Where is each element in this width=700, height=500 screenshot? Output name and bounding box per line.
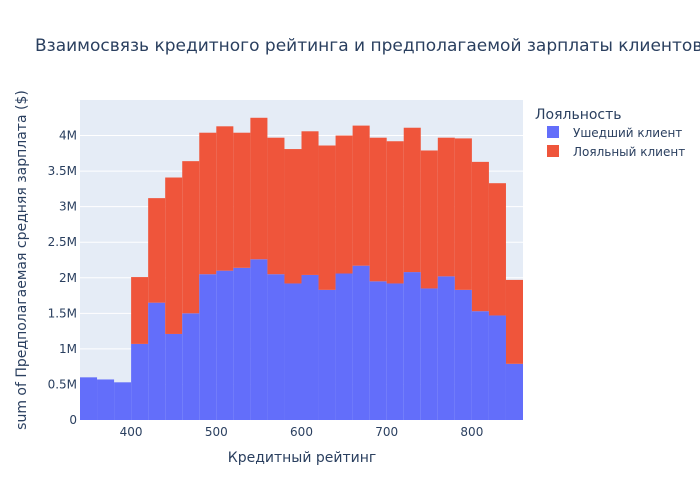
bar-loyal[interactable] (335, 135, 353, 274)
bar-churned[interactable] (182, 313, 200, 420)
bar-churned[interactable] (216, 270, 234, 420)
chart-title: Взаимосвязь кредитного рейтинга и предпо… (35, 36, 700, 56)
legend-swatch-loyal (547, 145, 559, 157)
bar-churned[interactable] (233, 267, 251, 420)
legend: Лояльность Ушедший клиент Лояльный клиен… (535, 107, 685, 159)
legend-item-churned[interactable]: Ушедший клиент (547, 126, 682, 140)
x-tick-label: 500 (205, 425, 228, 439)
bar-loyal[interactable] (488, 183, 506, 316)
bar-loyal[interactable] (131, 277, 149, 344)
bar-churned[interactable] (454, 289, 472, 420)
y-tick-label: 1M (59, 342, 77, 356)
bar-churned[interactable] (488, 315, 506, 420)
bar-churned[interactable] (471, 311, 489, 420)
legend-swatch-churned (547, 126, 559, 138)
x-tick-label: 700 (375, 425, 398, 439)
bar-churned[interactable] (97, 379, 115, 420)
bar-loyal[interactable] (437, 137, 455, 277)
legend-title: Лояльность (535, 107, 622, 123)
bar-loyal[interactable] (403, 127, 421, 273)
bar-churned[interactable] (386, 283, 404, 420)
bar-loyal[interactable] (454, 138, 472, 290)
bar-churned[interactable] (420, 288, 438, 420)
y-axis-title: sum of Предполагаемая средняя зарплата (… (14, 90, 30, 430)
legend-label-churned: Ушедший клиент (573, 126, 682, 140)
bar-churned[interactable] (114, 382, 132, 420)
bar-loyal[interactable] (182, 161, 200, 314)
bar-loyal[interactable] (386, 141, 404, 284)
bar-loyal[interactable] (148, 198, 166, 303)
x-axis-ticks: 400 500 600 700 800 (120, 425, 484, 439)
bars (80, 117, 523, 420)
bar-loyal[interactable] (165, 177, 183, 334)
bar-churned[interactable] (335, 273, 353, 420)
bar-loyal[interactable] (233, 132, 251, 268)
y-tick-label: 3.5M (48, 164, 77, 178)
bar-churned[interactable] (403, 272, 421, 420)
bar-loyal[interactable] (318, 145, 336, 290)
y-tick-label: 2M (59, 271, 77, 285)
bar-loyal[interactable] (471, 161, 489, 312)
bar-churned[interactable] (131, 343, 149, 420)
bar-churned[interactable] (437, 276, 455, 420)
bar-churned[interactable] (199, 274, 217, 420)
bar-churned[interactable] (148, 302, 166, 420)
bar-churned[interactable] (80, 377, 98, 420)
bar-loyal[interactable] (199, 132, 217, 275)
x-axis-title: Кредитный рейтинг (228, 450, 377, 466)
y-tick-label: 1.5M (48, 306, 77, 320)
x-tick-label: 800 (460, 425, 483, 439)
bar-loyal[interactable] (250, 117, 268, 260)
bar-loyal[interactable] (505, 279, 523, 364)
y-tick-label: 0 (69, 413, 77, 427)
bar-loyal[interactable] (284, 149, 302, 284)
bar-loyal[interactable] (369, 137, 387, 282)
x-tick-label: 400 (120, 425, 143, 439)
y-tick-label: 0.5M (48, 377, 77, 391)
y-tick-label: 4M (59, 129, 77, 143)
bar-churned[interactable] (267, 274, 285, 420)
bar-churned[interactable] (505, 363, 523, 420)
bar-churned[interactable] (369, 281, 387, 420)
y-tick-label: 3M (59, 200, 77, 214)
y-axis-ticks: 0 0.5M 1M 1.5M 2M 2.5M 3M 3.5M 4M (48, 129, 77, 427)
bar-churned[interactable] (352, 265, 370, 420)
bar-churned[interactable] (301, 274, 319, 420)
bar-churned[interactable] (165, 333, 183, 420)
legend-label-loyal: Лояльный клиент (573, 145, 685, 159)
bar-loyal[interactable] (352, 125, 370, 266)
bar-loyal[interactable] (420, 150, 438, 289)
bar-churned[interactable] (250, 259, 268, 420)
x-tick-label: 600 (290, 425, 313, 439)
bar-churned[interactable] (284, 283, 302, 420)
bar-loyal[interactable] (267, 137, 285, 275)
bar-loyal[interactable] (216, 126, 234, 271)
bar-churned[interactable] (318, 289, 336, 420)
y-tick-label: 2.5M (48, 235, 77, 249)
bar-loyal[interactable] (301, 131, 319, 275)
legend-item-loyal[interactable]: Лояльный клиент (547, 145, 685, 159)
